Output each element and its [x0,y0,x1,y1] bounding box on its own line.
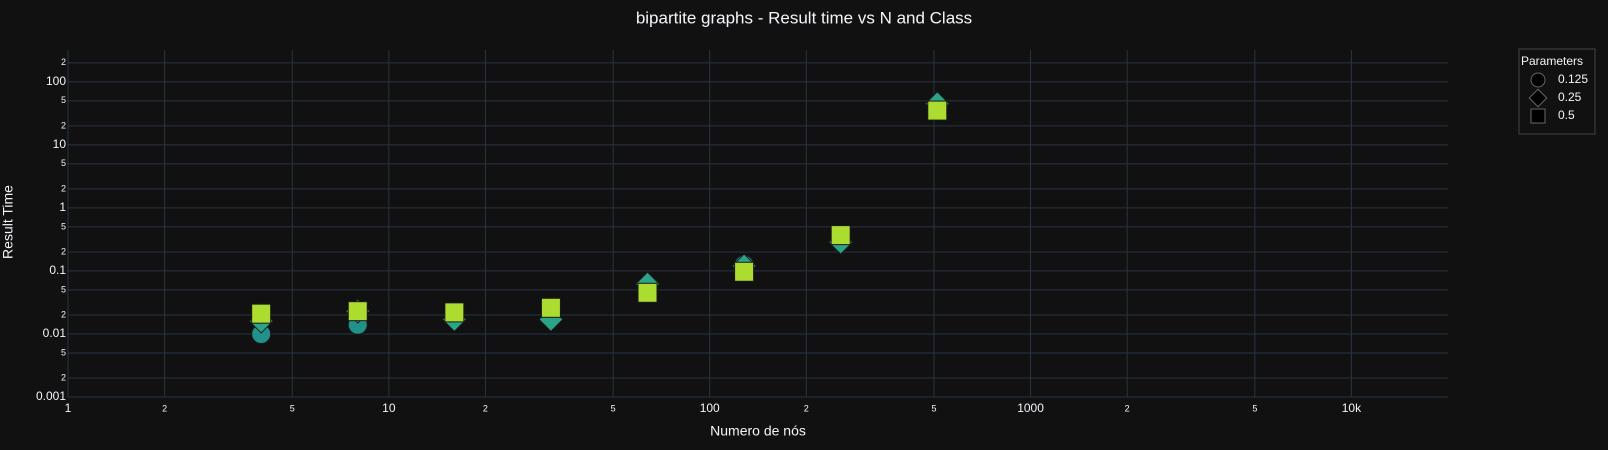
y-tick-label: 2 [61,57,66,67]
y-tick-label: 5 [61,284,66,294]
x-tick-label: 10 [382,401,396,415]
marker [734,261,755,282]
legend-label: 0.25 [1558,90,1582,104]
y-tick-label: 5 [61,95,66,105]
y-tick-label: 5 [61,221,66,231]
x-tick-label: 5 [931,403,936,413]
legend-label: 0.125 [1558,72,1588,86]
marker [444,302,465,323]
y-tick-label: 10 [53,137,67,151]
x-tick-label: 2 [162,403,167,413]
y-axis-title: Result Time [0,185,16,259]
legend-symbol [1528,88,1548,108]
marker [637,282,658,303]
y-tick-label: 0.01 [43,326,67,340]
x-tick-label: 2 [1125,403,1130,413]
marker [540,297,561,318]
x-tick-label: 1 [65,401,72,415]
legend-symbol [1530,108,1546,124]
chart-title: bipartite graphs - Result time vs N and … [636,8,972,27]
y-tick-label: 1 [59,200,66,214]
y-tick-label: 100 [46,74,66,88]
x-axis-title: Numero de nós [710,423,806,439]
marker [251,303,272,324]
marker [927,100,948,121]
x-tick-label: 2 [804,403,809,413]
y-tick-label: 2 [61,372,66,382]
y-tick-label: 2 [61,120,66,130]
legend-title: Parameters [1521,54,1583,68]
x-tick-label: 100 [700,401,720,415]
x-tick-label: 5 [1252,403,1257,413]
marker [347,301,368,322]
x-tick-label: 5 [290,403,295,413]
x-tick-label: 10k [1342,401,1362,415]
y-tick-label: 2 [61,309,66,319]
x-tick-label: 2 [483,403,488,413]
legend-label: 0.5 [1558,108,1575,122]
y-tick-label: 0.001 [36,389,66,403]
x-tick-label: 1000 [1017,401,1044,415]
x-tick-label: 5 [611,403,616,413]
y-tick-label: 5 [61,347,66,357]
y-tick-label: 2 [61,183,66,193]
y-tick-label: 5 [61,158,66,168]
legend-symbol [1530,72,1546,88]
y-tick-label: 2 [61,246,66,256]
y-tick-label: 0.1 [49,263,66,277]
marker [830,225,851,246]
